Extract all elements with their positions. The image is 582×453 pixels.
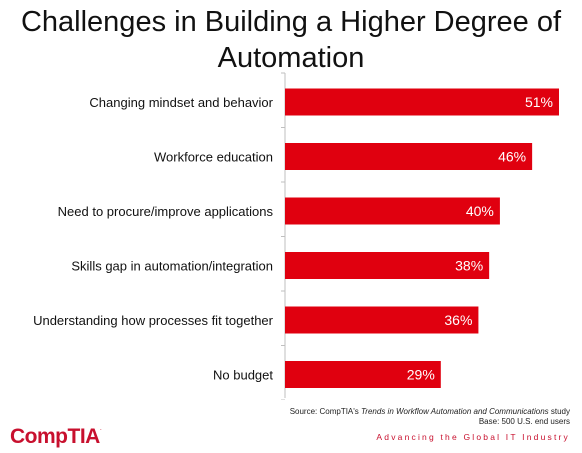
base-note: Base: 500 U.S. end users [478,417,570,426]
data-label: 46% [498,149,526,165]
bar [285,361,441,388]
comptia-logo: CompTIA. [10,425,102,449]
bar-chart: Changing mindset and behavior 51% Workforc… [33,72,559,400]
logo-mark: . [99,425,102,432]
data-label: 40% [466,203,494,219]
bar [285,252,490,279]
category-label: Workforce education [154,150,273,165]
chart-title: Challenges in Building a Higher Degree o… [20,6,562,74]
data-label: 38% [455,258,483,274]
source-prefix: Source: CompTIA's [289,407,362,416]
category-label: No budget [213,368,273,383]
source-note: Source: CompTIA's Trends in Workflow Aut… [290,407,570,427]
data-label: 51% [525,94,553,110]
source-study-title: Trends in Workflow Automation and Commun… [361,407,549,416]
logo-text: CompTIA [10,425,100,448]
category-label: Understanding how processes fit together [33,313,274,328]
bar [285,143,533,170]
category-label: Changing mindset and behavior [89,95,273,110]
data-label: 36% [444,312,472,328]
bar [285,197,500,225]
source-suffix: study [548,407,570,416]
category-label: Need to procure/improve applications [58,204,274,219]
data-label: 29% [407,367,435,383]
category-label: Skills gap in automation/integration [71,259,273,274]
bar [285,306,479,334]
source-line: Source: CompTIA's Trends in Workflow Aut… [290,407,570,417]
bar [285,88,559,116]
tagline: Advancing the Global IT Industry [376,432,570,442]
